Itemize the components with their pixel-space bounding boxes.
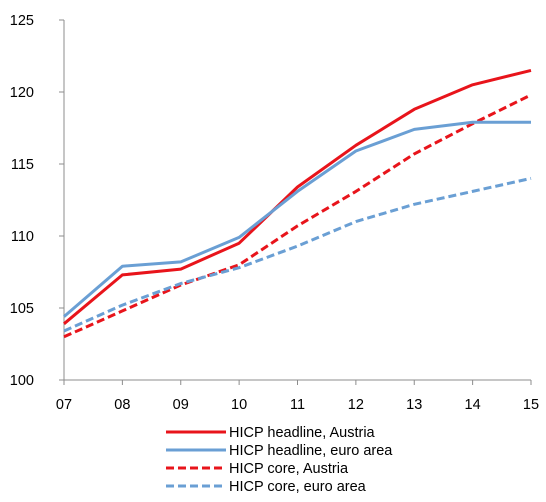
y-tick-label: 125 [10,13,34,29]
x-tick-label: 10 [231,397,247,413]
axes: 100 105 110 115 120 125 07 08 09 10 11 12 13 14 15 [10,13,539,413]
x-tick-label: 11 [290,397,305,413]
legend-label: HICP headline, euro area [229,443,393,459]
series-line-hicp-headline-austria [63,68,532,325]
x-tick-label: 13 [406,397,422,413]
x-tick-label: 09 [173,397,189,413]
y-tick-label: 115 [11,157,34,173]
y-tick-label: 105 [10,301,34,317]
legend-label: HICP headline, Austria [229,425,376,441]
series-lines [63,68,532,339]
legend-label: HICP core, euro area [229,479,367,495]
x-tick-label: 14 [465,397,481,413]
y-tick-label: 100 [10,373,34,389]
legend-label: HICP core, Austria [229,461,349,477]
series-line-hicp-core-euro-area [63,176,532,333]
y-tick-label: 110 [11,229,34,245]
x-tick-label: 08 [114,397,130,413]
x-tick-label: 15 [523,397,539,413]
series-line-hicp-core-austria [63,93,532,339]
series-line-hicp-headline-euro-area [63,120,531,318]
legend: HICP headline, Austria HICP headline, eur… [166,425,393,495]
x-tick-label: 07 [56,397,72,413]
x-tick-label: 12 [348,397,364,413]
y-tick-label: 120 [10,85,34,101]
